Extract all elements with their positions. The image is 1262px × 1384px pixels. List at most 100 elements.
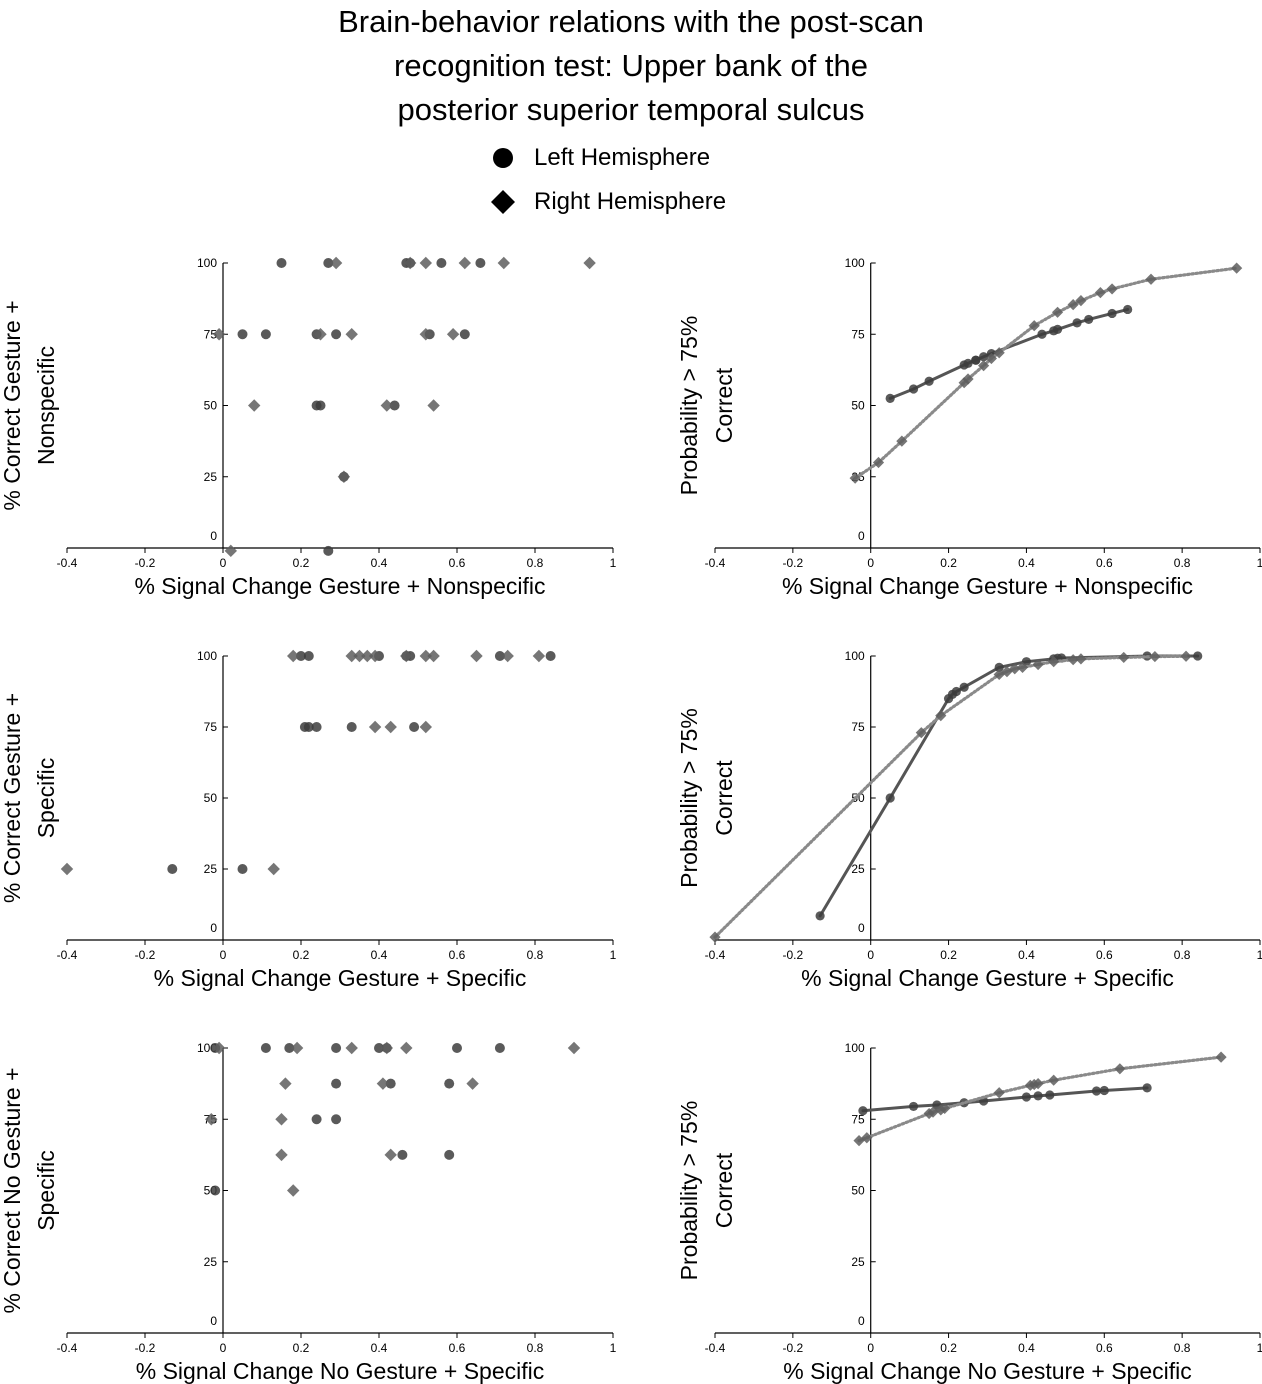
left-hemisphere-point bbox=[885, 393, 895, 403]
title-line-2: recognition test: Upper bank of the bbox=[394, 48, 868, 83]
right-hemisphere-point bbox=[419, 720, 432, 734]
right-hemisphere-point bbox=[267, 862, 280, 876]
y-tick-label: 75 bbox=[851, 720, 865, 734]
y-axis-label-line-2: Specific bbox=[33, 1150, 59, 1231]
x-tick-label: 0 bbox=[220, 948, 227, 962]
right-hemisphere-point bbox=[935, 710, 947, 722]
left-hemisphere-point bbox=[389, 400, 400, 411]
left-hemisphere-point bbox=[459, 329, 470, 340]
x-tick-label: 1 bbox=[610, 948, 617, 962]
x-tick-label: -0.4 bbox=[705, 556, 726, 570]
right-hemisphere-point bbox=[380, 399, 393, 412]
left-hemisphere-point bbox=[1084, 314, 1094, 325]
right-hemisphere-point bbox=[497, 256, 510, 270]
y-tick-label: 25 bbox=[204, 862, 218, 876]
right-hemisphere-point bbox=[419, 256, 432, 270]
chart-panel-1: -0.4 -0.2 0 0.2 0.4 0.6 0.8 1 0 25 50 75 100 % Signal… bbox=[0, 256, 617, 599]
x-tick-label: -0.4 bbox=[57, 1341, 78, 1355]
left-hemisphere-point bbox=[1099, 1085, 1109, 1096]
right-hemisphere-point bbox=[853, 1135, 865, 1147]
y-tick-label: 0 bbox=[858, 921, 865, 935]
x-tick-label: 0.6 bbox=[1096, 1341, 1113, 1355]
right-hemisphere-fit-line bbox=[713, 654, 1188, 939]
x-tick-label: 0 bbox=[220, 556, 227, 570]
x-tick-label: 0 bbox=[867, 948, 874, 962]
right-hemisphere-point bbox=[353, 649, 366, 663]
right-hemisphere-point bbox=[427, 399, 440, 412]
right-hemisphere-point bbox=[939, 1102, 951, 1115]
x-tick-label: 1 bbox=[1257, 556, 1262, 570]
right-hemisphere-point bbox=[212, 328, 226, 341]
x-tick-label: -0.2 bbox=[135, 1341, 156, 1355]
left-hemisphere-point bbox=[1107, 308, 1117, 319]
x-tick-label: 0.2 bbox=[940, 1341, 957, 1355]
y-axis-label-line-1: % Correct Gesture + bbox=[0, 300, 25, 510]
left-hemisphere-point bbox=[475, 258, 486, 268]
x-tick-label: 0.4 bbox=[1018, 556, 1035, 570]
x-tick-label: 1 bbox=[1257, 1341, 1262, 1355]
left-hemisphere-point bbox=[331, 1078, 342, 1089]
figure-title: Brain-behavior relations with the post-s… bbox=[0, 0, 1262, 132]
x-tick-label: -0.2 bbox=[135, 556, 156, 570]
right-hemisphere-point bbox=[993, 668, 1005, 681]
y-axis-label-line-2: Correct bbox=[711, 760, 737, 836]
left-hemisphere-point bbox=[494, 651, 505, 661]
right-hemisphere-point bbox=[896, 435, 908, 447]
right-hemisphere-point bbox=[368, 720, 382, 734]
left-hemisphere-point bbox=[545, 651, 556, 661]
left-hemisphere-point bbox=[210, 1185, 221, 1196]
x-tick-label: 1 bbox=[610, 1341, 617, 1355]
y-tick-label: 0 bbox=[210, 529, 217, 543]
left-hemisphere-point bbox=[237, 329, 248, 340]
left-hemisphere-point bbox=[1142, 1083, 1152, 1093]
right-hemisphere-point bbox=[470, 649, 483, 663]
title-line-1: Brain-behavior relations with the post-s… bbox=[338, 4, 924, 39]
x-tick-label: 0.8 bbox=[1174, 1341, 1191, 1355]
right-hemisphere-point bbox=[60, 862, 74, 876]
x-axis-label: % Signal Change Gesture + Specific bbox=[801, 965, 1174, 991]
legend-item-right: Right Hemisphere bbox=[490, 180, 726, 224]
y-axis-label-line-2: Nonspecific bbox=[33, 346, 59, 465]
right-hemisphere-point bbox=[985, 352, 997, 365]
x-tick-label: 0.4 bbox=[1018, 1341, 1035, 1355]
y-tick-label: 100 bbox=[845, 256, 865, 270]
right-hemisphere-point bbox=[287, 1184, 300, 1197]
left-hemisphere-point bbox=[444, 1149, 455, 1160]
y-tick-label: 75 bbox=[851, 1112, 865, 1126]
y-tick-label: 25 bbox=[851, 862, 865, 876]
left-hemisphere-point bbox=[971, 355, 981, 365]
y-tick-label: 0 bbox=[210, 1314, 217, 1328]
x-axis-label: % Signal Change Gesture + Nonspecific bbox=[134, 573, 545, 599]
right-hemisphere-point bbox=[927, 1106, 939, 1118]
x-tick-label: -0.4 bbox=[705, 948, 726, 962]
right-hemisphere-point bbox=[1145, 273, 1157, 285]
y-tick-label: 25 bbox=[204, 470, 218, 484]
legend-item-left: Left Hemisphere bbox=[490, 136, 726, 180]
right-hemisphere-point bbox=[345, 649, 358, 663]
x-tick-label: -0.2 bbox=[783, 556, 804, 570]
left-hemisphere-point bbox=[237, 864, 248, 874]
left-hemisphere-point bbox=[260, 329, 271, 340]
legend: Left Hemisphere Right Hemisphere bbox=[490, 136, 726, 224]
y-tick-label: 50 bbox=[851, 1184, 865, 1198]
right-hemisphere-point bbox=[361, 649, 374, 663]
right-hemisphere-point bbox=[1032, 1078, 1044, 1090]
right-hemisphere-point bbox=[1075, 295, 1087, 307]
right-hemisphere-point bbox=[958, 377, 970, 389]
left-hemisphere-point bbox=[409, 722, 420, 732]
right-hemisphere-point bbox=[1106, 283, 1118, 295]
right-hemisphere-point bbox=[1215, 1051, 1227, 1063]
left-hemisphere-point bbox=[994, 662, 1004, 672]
y-tick-label: 0 bbox=[210, 921, 217, 935]
right-hemisphere-point bbox=[501, 649, 514, 663]
y-tick-label: 50 bbox=[204, 399, 218, 413]
right-hemisphere-point bbox=[849, 472, 861, 484]
right-hemisphere-point bbox=[872, 456, 885, 469]
left-hemisphere-point bbox=[963, 358, 973, 368]
x-tick-label: 0.2 bbox=[940, 948, 957, 962]
right-hemisphere-point bbox=[314, 328, 327, 341]
y-tick-label: 25 bbox=[204, 1255, 218, 1269]
